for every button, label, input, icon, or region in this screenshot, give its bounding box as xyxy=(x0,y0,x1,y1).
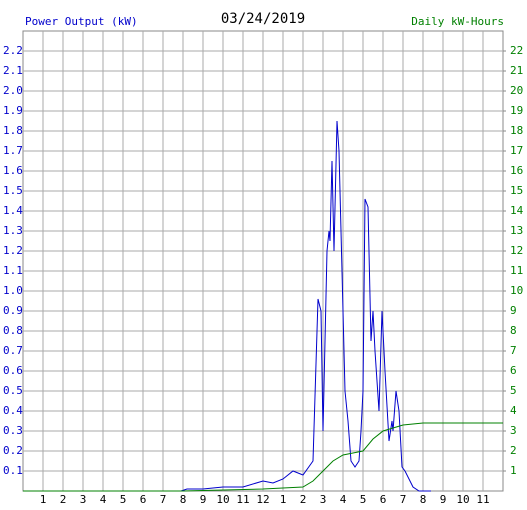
y-tick-label: 1.3 xyxy=(3,224,23,237)
x-tick-label: 10 xyxy=(456,493,469,506)
x-tick-label: 8 xyxy=(420,493,427,506)
y-tick-label: 1.8 xyxy=(3,124,23,137)
y2-tick-label: 20 xyxy=(510,84,523,97)
y2-tick-label: 15 xyxy=(510,184,523,197)
y-tick-label: 0.1 xyxy=(3,464,23,477)
y-tick-label: 1.9 xyxy=(3,104,23,117)
x-tick-label: 7 xyxy=(400,493,407,506)
y-axis-label: Power Output (kW) xyxy=(25,15,138,28)
y2-tick-label: 14 xyxy=(510,204,524,217)
y2-tick-label: 18 xyxy=(510,124,523,137)
y-tick-label: 2.0 xyxy=(3,84,23,97)
y2-tick-label: 13 xyxy=(510,224,523,237)
y2-tick-label: 11 xyxy=(510,264,523,277)
y-tick-label: 1.4 xyxy=(3,204,23,217)
y2-tick-label: 10 xyxy=(510,284,523,297)
y2-tick-label: 17 xyxy=(510,144,523,157)
y-tick-label: 1.6 xyxy=(3,164,23,177)
y2-tick-label: 22 xyxy=(510,44,523,57)
y2-axis-label: Daily kW-Hours xyxy=(411,15,504,28)
y2-tick-label: 5 xyxy=(510,384,517,397)
x-tick-label: 3 xyxy=(80,493,87,506)
y2-tick-label: 4 xyxy=(510,404,517,417)
x-tick-label: 4 xyxy=(340,493,347,506)
x-tick-label: 9 xyxy=(440,493,447,506)
x-tick-label: 2 xyxy=(300,493,307,506)
y2-tick-label: 7 xyxy=(510,344,517,357)
x-tick-label: 11 xyxy=(476,493,489,506)
y2-tick-label: 21 xyxy=(510,64,523,77)
y-tick-label: 0.3 xyxy=(3,424,23,437)
y2-tick-label: 3 xyxy=(510,424,517,437)
y-tick-label: 0.2 xyxy=(3,444,23,457)
y-tick-label: 0.4 xyxy=(3,404,23,417)
y2-tick-label: 6 xyxy=(510,364,517,377)
y-tick-label: 0.9 xyxy=(3,304,23,317)
x-tick-label: 1 xyxy=(40,493,47,506)
data-line xyxy=(23,422,503,492)
x-tick-label: 1 xyxy=(280,493,287,506)
x-tick-label: 2 xyxy=(60,493,67,506)
y2-tick-label: 16 xyxy=(510,164,523,177)
y-tick-label: 1.2 xyxy=(3,244,23,257)
y2-tick-label: 19 xyxy=(510,104,523,117)
y-tick-label: 1.1 xyxy=(3,264,23,277)
y-tick-label: 2.1 xyxy=(3,64,23,77)
y-tick-label: 0.6 xyxy=(3,364,23,377)
y-tick-label: 0.8 xyxy=(3,324,23,337)
x-tick-label: 10 xyxy=(216,493,229,506)
x-tick-label: 6 xyxy=(140,493,147,506)
x-tick-label: 5 xyxy=(360,493,367,506)
x-tick-label: 6 xyxy=(380,493,387,506)
y-tick-label: 0.5 xyxy=(3,384,23,397)
x-tick-label: 11 xyxy=(236,493,249,506)
y-tick-label: 2.2 xyxy=(3,44,23,57)
chart-title: 03/24/2019 xyxy=(221,11,305,27)
x-tick-label: 12 xyxy=(256,493,269,506)
y2-tick-label: 1 xyxy=(510,464,517,477)
x-tick-label: 5 xyxy=(120,493,127,506)
y2-tick-label: 8 xyxy=(510,324,517,337)
x-tick-label: 7 xyxy=(160,493,167,506)
y2-tick-label: 9 xyxy=(510,304,517,317)
y2-tick-label: 2 xyxy=(510,444,517,457)
data-line xyxy=(23,120,431,492)
y-tick-label: 1.0 xyxy=(3,284,23,297)
x-tick-label: 4 xyxy=(100,493,107,506)
y-tick-label: 1.5 xyxy=(3,184,23,197)
x-tick-label: 3 xyxy=(320,493,327,506)
x-tick-label: 8 xyxy=(180,493,187,506)
x-tick-label: 9 xyxy=(200,493,207,506)
y2-tick-label: 12 xyxy=(510,244,523,257)
y-tick-label: 0.7 xyxy=(3,344,23,357)
y-tick-label: 1.7 xyxy=(3,144,23,157)
